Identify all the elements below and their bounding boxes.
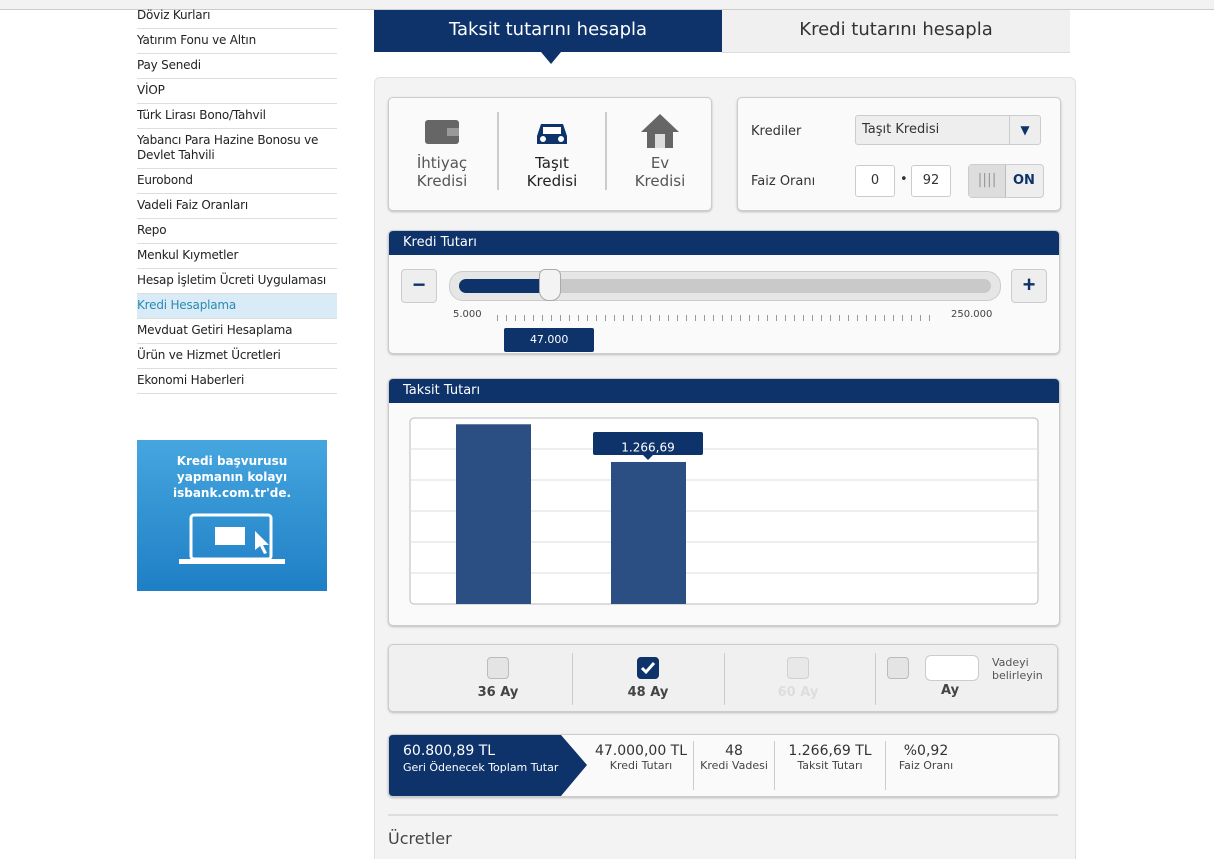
summary: 60.800,89 TL Geri Ödenecek Toplam Tutar … [388,734,1059,797]
slider-knob[interactable] [539,269,562,301]
menu-item[interactable]: Ekonomi Haberleri [137,369,337,394]
section-title: Taksit Tutarı [389,379,1059,403]
summary-label: Faiz Oranı [898,759,954,772]
summary-value: 48 [725,743,743,759]
loan-form: Krediler Taşıt Kredisi ▼ Faiz Oranı 0 • 9… [737,97,1061,211]
slider[interactable] [449,269,1001,301]
bar [611,461,686,604]
menu-item[interactable]: Pay Senedi [137,54,337,79]
menu-item[interactable]: Yabancı Para Hazine Bonosu ve Devlet Tah… [137,129,337,169]
rate-input[interactable]: 92 [911,165,951,197]
bar [456,424,531,604]
summary-item: 48 Kredi Vadesi [694,741,775,790]
minus-button[interactable]: − [401,269,437,303]
rate-input[interactable]: 0 [855,165,895,197]
chart: 1.266,69 [409,417,1039,605]
term-label: 48 Ay [627,685,669,700]
term-hint: Vadeyi belirleyin [992,656,1043,682]
banner-line: yapmanın kolayı [176,470,288,484]
icon [537,124,567,144]
menu-item[interactable]: Ürün ve Hizmet Ücretleri [137,344,337,369]
loan-line: Kredisi [416,172,468,190]
summary-value: 47.000,00 TL [594,743,688,759]
plus-button[interactable]: + [1011,269,1047,303]
fees-title: Ücretler [388,829,452,848]
summary-item: 47.000,00 TL Kredi Tutarı [589,741,694,790]
slider-min: 5.000 [453,309,482,320]
menu-item[interactable]: Mevduat Getiri Hesaplama [137,319,337,344]
loan-type[interactable]: Ev Kredisi [605,112,713,190]
select-value: Taşıt Kredisi [862,122,940,137]
menu-item[interactable]: Kredi Hesaplama [137,294,337,319]
menu-item[interactable]: Eurobond [137,169,337,194]
loan-line: Kredisi [634,172,686,190]
summary-value: %0,92 [903,743,949,759]
value-label-bg [593,431,703,455]
tab-pointer [541,52,561,74]
tab-active[interactable]: Taksit tutarını hesapla [374,10,722,52]
total-label: Geri Ödenecek Toplam Tutar [403,761,559,774]
slider-track [459,279,991,293]
term-label: Ay [941,683,960,698]
toggle[interactable]: |||| ON [968,164,1044,198]
total-value: 60.800,89 TL [403,743,496,759]
slider-value: 47.000 [504,328,595,352]
checkbox [787,657,809,679]
label: Krediler [751,124,802,139]
slider-fill [459,279,551,293]
menu-item[interactable]: Repo [137,219,337,244]
banner-line: isbank.com.tr'de. [172,486,292,500]
icon [425,120,459,144]
slider-max: 250.000 [951,309,993,320]
loan-line: İhtiyaç [416,154,468,172]
menu-item[interactable]: Döviz Kurları [137,4,337,29]
summary-value: 1.266,69 TL [788,743,872,759]
menu-item[interactable]: Türk Lirası Bono/Tahvil [137,104,337,129]
laptop-icon [179,513,285,564]
summary-label: Kredi Vadesi [700,759,768,772]
loan-type[interactable]: Taşıt Kredisi [497,112,605,190]
value-label: 1.266,69 [621,440,674,454]
value-label-pointer [643,454,653,460]
term-input[interactable] [925,655,979,681]
sidebar: Döviz Kurları Yatırım Fonu ve Altın Pay Se… [137,4,337,394]
menu-item[interactable]: Menkul Kıymetler [137,244,337,269]
summary-item: 1.266,69 TL Taksit Tutarı [775,741,886,790]
term-label: 60 Ay [777,685,819,700]
browser-bar [0,0,1214,10]
toggle-label: ON [1013,173,1035,188]
loan-line: Taşıt [535,154,569,172]
loan-select[interactable]: Taşıt Kredisi ▼ [855,115,1041,145]
section-title: Kredi Tutarı [389,231,1059,255]
term-label: 36 Ay [477,685,519,700]
label: Faiz Oranı [751,174,816,189]
summary-label: Taksit Tutarı [797,759,863,772]
loan-type[interactable]: İhtiyaç Kredisi [389,112,495,190]
amount-section: Kredi Tutarı − + 5.000 250.000 47.000 [388,230,1060,354]
checkbox[interactable] [637,657,659,679]
banner[interactable]: Kredi başvurusu yapmanın kolayı isbank.com… [137,440,327,591]
menu-item[interactable]: Vadeli Faiz Oranları [137,194,337,219]
banner-line: Kredi başvurusu [176,454,288,468]
menu-item[interactable]: Yatırım Fonu ve Altın [137,29,337,54]
summary-label: Kredi Tutarı [609,759,673,772]
installment-section: Taksit Tutarı 1.266,69 [388,378,1060,626]
checkbox[interactable] [487,657,509,679]
term-row: 36 Ay 48 Ay 60 Ay Ay Vadeyi belirleyin [388,644,1058,712]
checkbox[interactable] [887,657,909,679]
menu-item[interactable]: VİOP [137,79,337,104]
tab[interactable]: Kredi tutarını hesapla [722,10,1070,53]
slider-scale [497,315,937,321]
menu-item[interactable]: Hesap İşletim Ücreti Uygulaması [137,269,337,294]
loan-line: Kredisi [526,172,578,190]
loan-line: Ev [650,154,670,172]
summary-item: %0,92 Faiz Oranı [886,741,966,790]
icon [641,114,679,148]
loan-types: İhtiyaç Kredisi Taşıt Kredisi Ev Kredisi [388,97,712,211]
